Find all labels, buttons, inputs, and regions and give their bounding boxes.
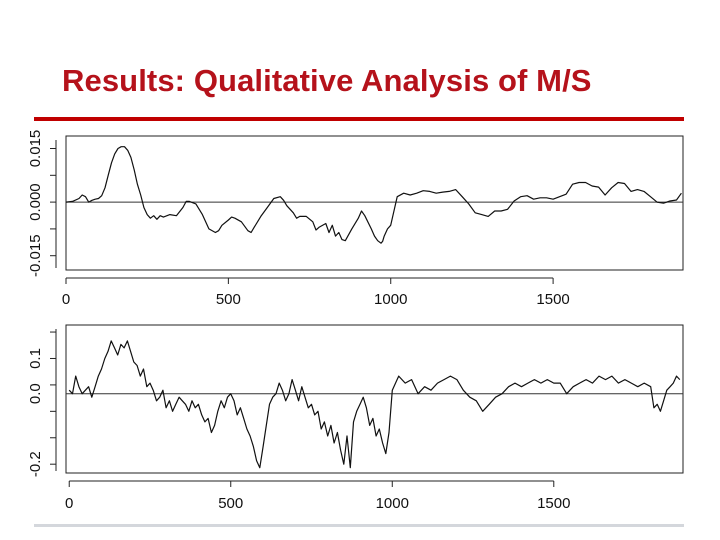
plot-frame [65,135,684,271]
x-tick-label: 500 [218,495,243,512]
x-tick-label: 1000 [376,495,409,512]
chart-top: 0 500 1000 1500 -0.015 0.000 0.015 [27,130,684,308]
slide-title: Results: Qualitative Analysis of M/S [62,63,592,98]
y-tick-label: 0.000 [27,183,44,221]
plot-frame [65,324,684,474]
x-tick-label: 1500 [537,495,570,512]
y-axis: -0.015 0.000 0.015 [27,130,57,277]
x-tick-label: 500 [216,291,241,308]
chart-bottom: 0 500 1000 1500 -0.2 0.0 0.1 [27,324,684,512]
x-tick-label: 1500 [536,291,569,308]
y-tick-label: 0.0 [27,383,44,404]
x-tick-label: 0 [62,291,70,308]
series-line [65,146,682,244]
x-axis: 0 500 1000 1500 [62,277,570,308]
series-line [68,340,681,469]
x-axis: 0 500 1000 1500 [65,480,570,512]
y-axis: -0.2 0.0 0.1 [27,329,57,477]
title-divider [34,117,684,121]
x-tick-label: 1000 [374,291,407,308]
y-tick-label: -0.015 [27,234,44,277]
x-tick-label: 0 [65,495,73,512]
y-tick-label: -0.2 [27,451,44,477]
bottom-divider [34,524,684,527]
y-tick-label: 0.015 [27,130,44,168]
y-tick-label: 0.1 [27,348,44,369]
